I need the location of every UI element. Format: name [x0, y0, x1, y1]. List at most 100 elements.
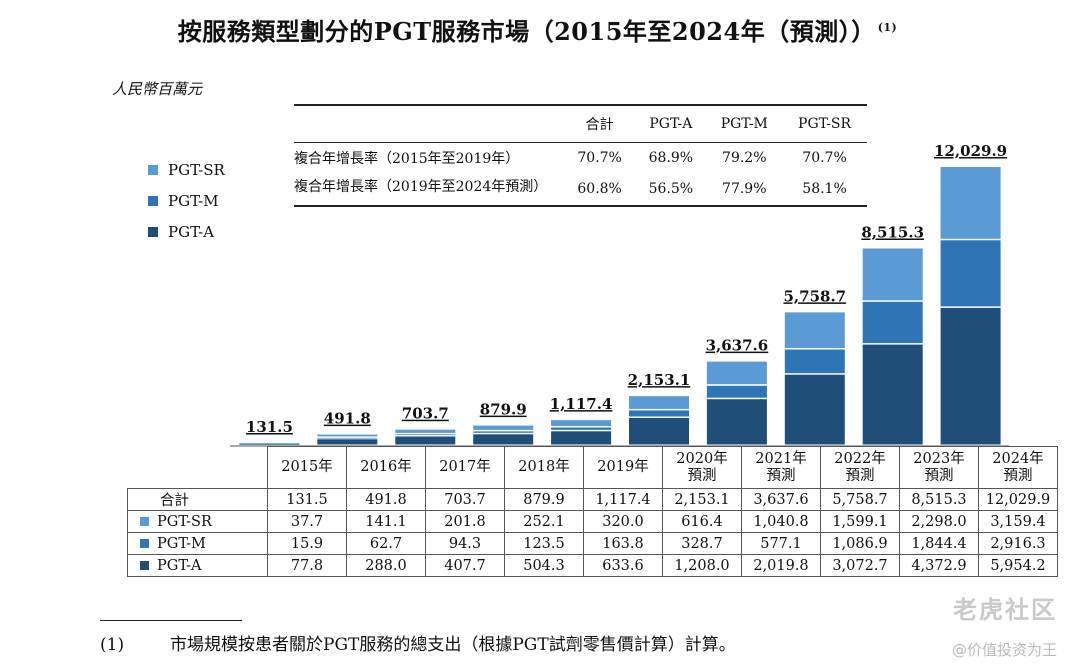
forecast-label: 預測 — [845, 467, 875, 484]
watermark: 老虎社区 @价值投资为王 — [952, 590, 1057, 660]
table-cell: 8,515.3 — [899, 488, 979, 511]
footnote-text: 市場規模按患者關於PGT服務的總支出（根據PGT試劑零售價計算）計算。 — [170, 635, 736, 655]
bar-total-label: 879.9 — [480, 401, 527, 419]
table-cell: 123.5 — [504, 532, 584, 555]
cagr-header-total: 合計 — [585, 117, 614, 133]
cagr-header-pgta: PGT-A — [649, 116, 693, 132]
bar-total-label: 131.5 — [246, 418, 293, 436]
bar-total-label: 3,637.6 — [706, 337, 769, 355]
year-label: 2020年 — [676, 450, 728, 467]
row-swatch — [140, 538, 149, 548]
legend-label-m: PGT-M — [168, 191, 219, 210]
cagr-cell: 77.9% — [722, 180, 767, 197]
table-cell: 62.7 — [346, 532, 426, 555]
table-cell: 3,159.4 — [978, 510, 1058, 533]
row-header: 合計 — [127, 488, 268, 511]
bar-segment-pgt-a — [239, 444, 300, 445]
table-cell: 37.7 — [267, 510, 347, 533]
table-cell: 407.7 — [425, 554, 505, 577]
table-cell: 3,637.6 — [741, 488, 821, 511]
table-cell: 131.5 — [267, 488, 347, 511]
year-label: 2024年 — [992, 450, 1044, 467]
bar-segment-pgt-m — [940, 240, 1001, 307]
title-footnote-marker: (1) — [877, 21, 898, 34]
bar-segment-pgt-a — [317, 439, 378, 445]
table-cell: 3,072.7 — [820, 554, 900, 577]
table-cell: 320.0 — [583, 510, 663, 533]
year-label: 2015年 — [281, 459, 333, 475]
row-label: PGT-A — [157, 557, 202, 574]
year-header-row: 2015年 2016年 2017年 2018年 2019年 2020年 預測 2021年 預測 2… — [128, 446, 1058, 489]
year-header-cell: 2017年 — [425, 446, 505, 489]
bar-segment-pgt-m — [706, 385, 767, 398]
legend-item-sr: PGT-SR — [148, 154, 225, 185]
year-label: 2017年 — [439, 459, 491, 475]
forecast-label: 預測 — [687, 467, 717, 484]
bar-segment-pgt-a — [551, 431, 612, 445]
bar-segment-pgt-m — [317, 437, 378, 439]
bar-segment-pgt-a — [940, 307, 1001, 445]
bar-segment-pgt-a — [395, 436, 456, 445]
cagr-cell: 70.7% — [577, 149, 622, 166]
table-cell: 94.3 — [425, 532, 505, 555]
footnote-number: (1) — [100, 635, 125, 655]
cagr-header-pgtsr: PGT-SR — [798, 116, 852, 132]
row-swatch — [140, 516, 149, 526]
bar-segment-pgt-sr — [239, 443, 300, 444]
bar-total-label: 5,758.7 — [783, 287, 846, 305]
cagr-cell: 68.9% — [648, 149, 694, 166]
table-cell: 141.1 — [346, 510, 426, 533]
table-cell: 1,599.1 — [820, 510, 900, 533]
chart-title: 按服務類型劃分的PGT服務市場（2015年至2024年（預測）） (1) — [177, 17, 898, 46]
cagr-row: 複合年增長率（2019年至2024年預測） 60.8% 56.5% 77.9% … — [294, 173, 867, 206]
row-swatch — [140, 560, 149, 570]
table-cell: 1,040.8 — [741, 510, 821, 533]
table-cell: 2,019.8 — [741, 554, 821, 577]
row-label: PGT-SR — [157, 513, 212, 530]
year-header-cell: 2018年 — [504, 446, 584, 489]
bar-segment-pgt-sr — [940, 167, 1001, 239]
cagr-row-label: 複合年增長率（2015年至2019年） — [294, 150, 520, 167]
bar-segment-pgt-a — [706, 399, 767, 445]
year-header-cell: 2021年 預測 — [741, 446, 821, 489]
cagr-table: 合計 PGT-A PGT-M PGT-SR 複合年增長率（2015年至2019年… — [294, 104, 867, 207]
forecast-label: 預測 — [766, 467, 796, 484]
bar-total-label: 491.8 — [324, 410, 371, 428]
bar-total-label: 12,029.9 — [934, 142, 1007, 160]
table-cell: 252.1 — [504, 510, 584, 533]
year-header-cell: 2019年 — [583, 446, 663, 489]
forecast-label: 預測 — [1003, 467, 1033, 484]
bar-segment-pgt-sr — [862, 248, 923, 301]
bar-segment-pgt-m — [862, 301, 923, 344]
bar-segment-pgt-sr — [706, 361, 767, 385]
row-header: PGT-M — [127, 532, 268, 555]
table-cell: 15.9 — [267, 532, 347, 555]
table-cell: 2,916.3 — [978, 532, 1058, 555]
table-cell: 4,372.9 — [899, 554, 979, 577]
year-header-cell: 2024年 預測 — [978, 446, 1058, 489]
watermark-handle: @价值投资为王 — [951, 641, 1057, 659]
legend-item-m: PGT-M — [148, 185, 225, 216]
table-row: 合計 131.5 491.8 703.7 879.9 1,117.4 2,153.1 3,63… — [127, 488, 1058, 511]
watermark-brand: 老虎社区 — [953, 596, 1057, 624]
footnote: (1) 市場規模按患者關於PGT服務的總支出（根據PGT試劑零售價計算）計算。 — [100, 630, 736, 655]
table-cell: 201.8 — [425, 510, 505, 533]
year-label: 2018年 — [518, 459, 570, 475]
bar-segment-pgt-m — [784, 349, 845, 374]
year-header-cell: 2016年 — [346, 446, 426, 489]
bar-segment-pgt-m — [239, 443, 300, 445]
bar-total-label: 703.7 — [402, 405, 449, 423]
year-header-cell: 2015年 — [267, 446, 347, 489]
bar-segment-pgt-m — [551, 427, 612, 430]
legend-swatch-sr — [148, 164, 158, 175]
bar-total-label: 8,515.3 — [861, 224, 924, 242]
table-cell: 2,153.1 — [662, 488, 742, 511]
table-cell: 163.8 — [583, 532, 663, 555]
year-label: 2019年 — [597, 459, 649, 475]
table-cell: 504.3 — [504, 554, 584, 577]
cagr-header-row: 合計 PGT-A PGT-M PGT-SR — [294, 105, 867, 143]
year-label: 2023年 — [913, 450, 965, 467]
legend-label-sr: PGT-SR — [168, 160, 225, 179]
bar-segment-pgt-m — [473, 431, 534, 433]
